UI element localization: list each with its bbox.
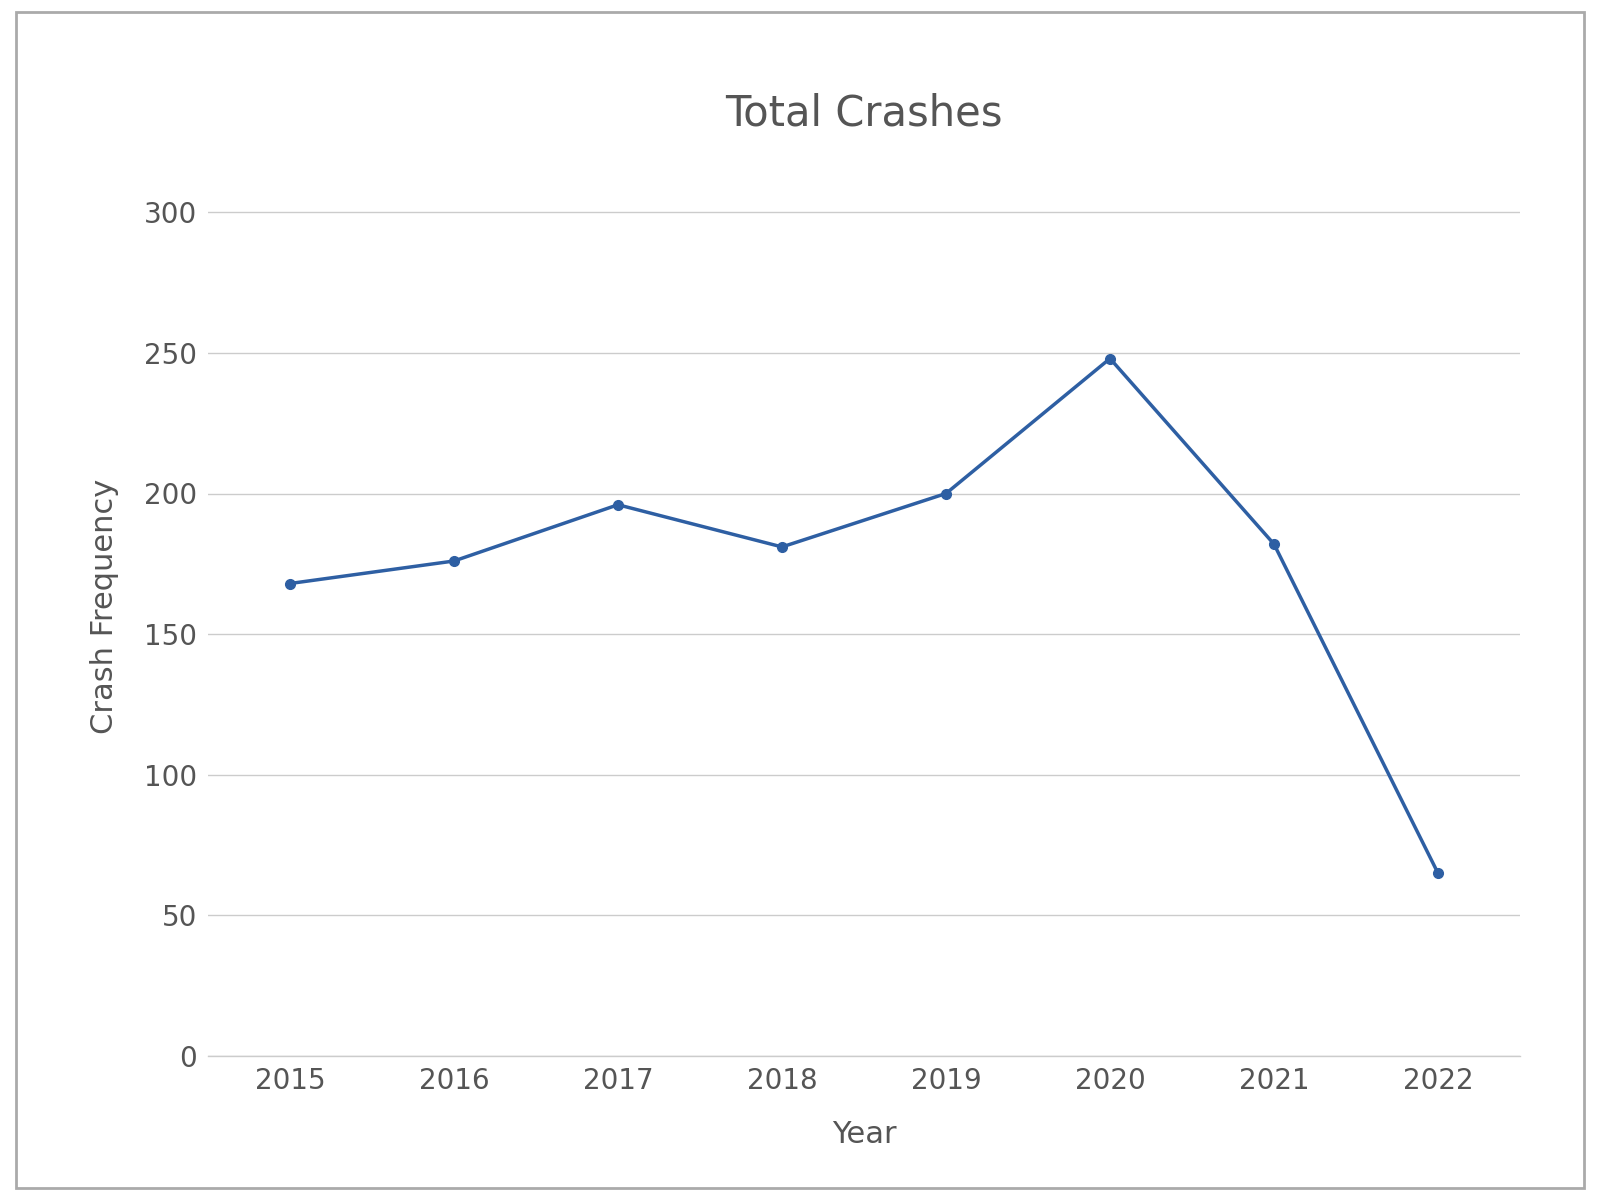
Title: Total Crashes: Total Crashes — [725, 92, 1003, 134]
X-axis label: Year: Year — [832, 1120, 896, 1150]
Y-axis label: Crash Frequency: Crash Frequency — [90, 479, 118, 733]
